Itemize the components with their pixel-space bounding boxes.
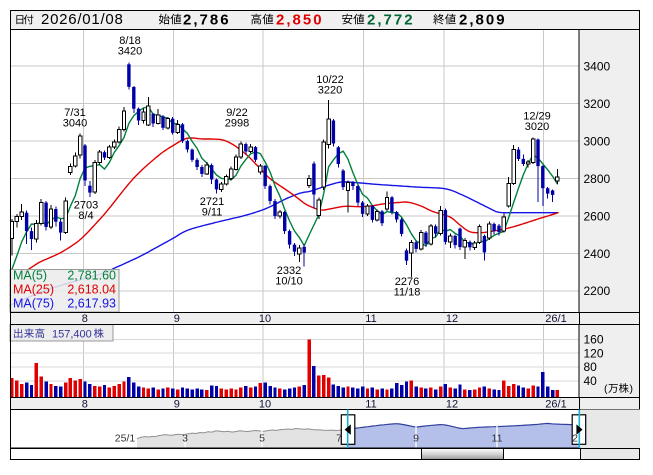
svg-text:9: 9	[174, 398, 180, 410]
svg-text:2721: 2721	[200, 196, 224, 208]
svg-text:2703: 2703	[74, 200, 98, 212]
svg-text:MA(5): MA(5)	[13, 269, 47, 283]
svg-text:8/4: 8/4	[78, 210, 93, 222]
svg-text:2276: 2276	[395, 276, 419, 288]
svg-text:10: 10	[259, 398, 271, 410]
svg-text:10: 10	[259, 313, 271, 325]
svg-text:2,772: 2,772	[367, 12, 415, 29]
svg-text:8: 8	[82, 398, 88, 410]
svg-text:2400: 2400	[584, 247, 611, 261]
svg-text:120: 120	[584, 346, 604, 360]
svg-text:11: 11	[492, 433, 503, 445]
svg-text:11: 11	[365, 398, 376, 410]
svg-text:): )	[630, 383, 634, 395]
svg-text:9: 9	[413, 433, 419, 445]
svg-text:2998: 2998	[225, 118, 249, 130]
svg-text:2,809: 2,809	[459, 12, 507, 29]
svg-text:26/1: 26/1	[545, 398, 566, 410]
svg-text:3400: 3400	[584, 59, 611, 73]
svg-text:2,781.60: 2,781.60	[67, 269, 116, 283]
svg-text:9/22: 9/22	[226, 107, 247, 119]
svg-text:7/31: 7/31	[64, 107, 85, 119]
svg-text:10/22: 10/22	[316, 74, 344, 86]
svg-text:80: 80	[584, 360, 598, 374]
svg-text:3040: 3040	[63, 118, 87, 130]
svg-text:2600: 2600	[584, 209, 611, 223]
svg-text:3200: 3200	[584, 97, 611, 111]
svg-text:2200: 2200	[584, 284, 611, 298]
svg-text:2332: 2332	[277, 265, 301, 277]
svg-text:12: 12	[446, 313, 458, 325]
svg-text:8: 8	[82, 313, 88, 325]
svg-text:8/18: 8/18	[119, 35, 140, 47]
svg-text:7: 7	[336, 433, 342, 445]
svg-text:2,850: 2,850	[276, 12, 324, 29]
svg-text:MA(25): MA(25)	[13, 283, 54, 297]
svg-text:26/1: 26/1	[545, 313, 566, 325]
svg-text:12: 12	[446, 398, 458, 410]
svg-text:3020: 3020	[525, 121, 549, 133]
svg-text:3000: 3000	[584, 134, 611, 148]
svg-text:2,786: 2,786	[183, 12, 231, 29]
svg-text:5: 5	[259, 433, 265, 445]
svg-text:160: 160	[584, 333, 604, 347]
svg-text:3420: 3420	[118, 46, 142, 58]
svg-text:2,617.93: 2,617.93	[67, 297, 116, 311]
svg-text:9/11: 9/11	[202, 207, 223, 219]
svg-text:2026/01/08: 2026/01/08	[41, 11, 124, 28]
svg-text:157,400: 157,400	[52, 329, 92, 341]
svg-text:11: 11	[365, 313, 376, 325]
svg-text:12/29: 12/29	[523, 111, 551, 123]
svg-text:40: 40	[584, 374, 598, 388]
svg-text:2: 2	[572, 433, 578, 445]
svg-text:3220: 3220	[318, 85, 342, 97]
svg-text:2,618.04: 2,618.04	[67, 283, 116, 297]
svg-text:MA(75): MA(75)	[13, 297, 54, 311]
svg-text:11/18: 11/18	[394, 287, 421, 299]
svg-text:2800: 2800	[584, 172, 611, 186]
svg-text:9: 9	[174, 313, 180, 325]
svg-text:3: 3	[182, 433, 188, 445]
svg-text:25/1: 25/1	[115, 433, 136, 445]
svg-text:(: (	[604, 383, 608, 395]
svg-text:10/10: 10/10	[275, 276, 303, 288]
